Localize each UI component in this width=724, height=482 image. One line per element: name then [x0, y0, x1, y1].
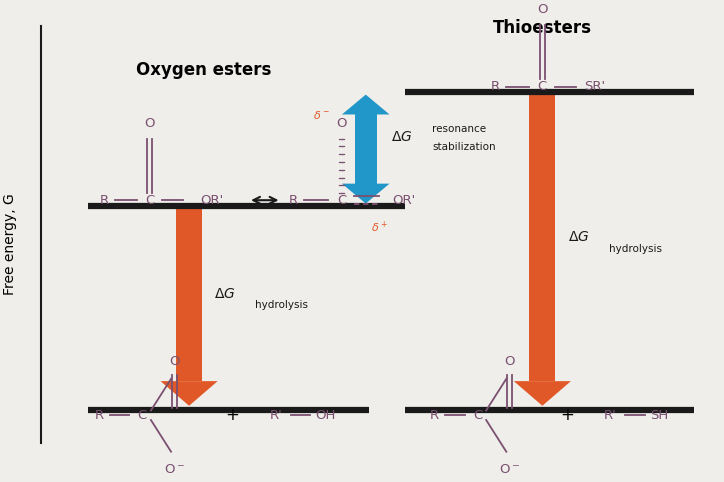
Text: +: +	[560, 406, 575, 424]
Text: C: C	[538, 80, 547, 93]
Text: O: O	[505, 355, 515, 368]
Polygon shape	[342, 184, 390, 203]
Text: R: R	[429, 409, 439, 422]
Text: C: C	[473, 409, 482, 422]
Text: resonance: resonance	[432, 124, 487, 134]
Text: O: O	[169, 355, 180, 368]
Polygon shape	[161, 381, 218, 406]
Text: OR': OR'	[392, 194, 416, 207]
Text: Free energy, G: Free energy, G	[4, 193, 17, 295]
Polygon shape	[514, 381, 571, 406]
Text: $\delta^+$: $\delta^+$	[371, 220, 388, 235]
Text: R': R'	[604, 409, 616, 422]
Text: R: R	[94, 409, 104, 422]
Text: +: +	[225, 406, 240, 424]
Text: hydrolysis: hydrolysis	[609, 243, 662, 254]
Text: O: O	[144, 117, 155, 130]
Polygon shape	[529, 92, 555, 381]
Text: $\Delta G$: $\Delta G$	[568, 230, 589, 244]
Text: C: C	[145, 194, 154, 207]
Text: SH: SH	[650, 409, 668, 422]
Text: Oxygen esters: Oxygen esters	[136, 61, 272, 80]
Text: $\Delta G$: $\Delta G$	[391, 130, 413, 144]
Text: R: R	[289, 194, 298, 207]
Text: O: O	[537, 3, 547, 16]
Polygon shape	[176, 206, 202, 381]
Text: stabilization: stabilization	[432, 142, 496, 152]
Text: OH: OH	[315, 409, 336, 422]
Text: SR': SR'	[584, 80, 605, 93]
Text: R: R	[99, 194, 109, 207]
Polygon shape	[342, 94, 390, 115]
Text: $\Delta G$: $\Delta G$	[214, 286, 236, 300]
Polygon shape	[355, 115, 376, 149]
Text: C: C	[138, 409, 147, 422]
Text: R': R'	[270, 409, 282, 422]
Text: O$^-$: O$^-$	[164, 463, 185, 476]
Text: $\delta^-$: $\delta^-$	[313, 108, 330, 120]
Text: C: C	[337, 194, 347, 207]
Text: Thioesters: Thioesters	[493, 19, 592, 37]
Text: O: O	[337, 117, 348, 130]
Text: O$^-$: O$^-$	[500, 463, 521, 476]
Text: hydrolysis: hydrolysis	[256, 300, 308, 310]
Text: R: R	[491, 80, 500, 93]
Text: OR': OR'	[200, 194, 223, 207]
Polygon shape	[355, 149, 376, 184]
